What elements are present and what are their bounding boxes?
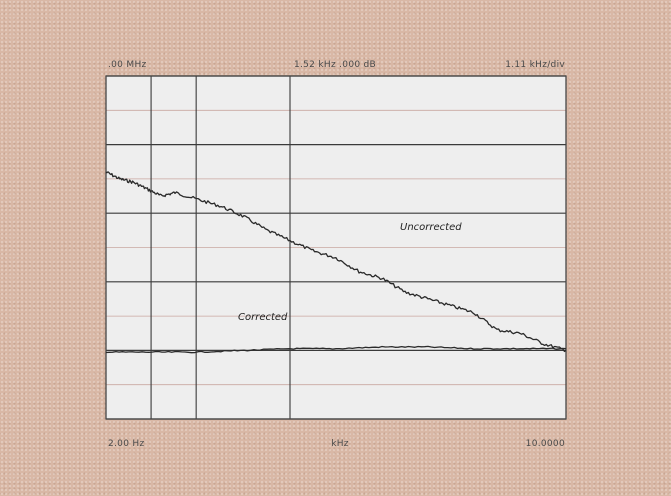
plot-border (105, 75, 567, 420)
series-line-uncorrected (105, 171, 567, 353)
annotation-uncorrected: Uncorrected (400, 222, 462, 233)
header-left-readout: .00 MHz (108, 60, 147, 70)
grid (105, 75, 567, 420)
footer-left-readout: 2.00 Hz (108, 439, 145, 449)
series-layer (105, 171, 567, 354)
header-center-readout: 1.52 kHz .000 dB (294, 60, 376, 70)
footer-center-readout: kHz (331, 439, 349, 449)
footer-right-readout: 10.0000 (526, 439, 565, 449)
header-right-readout: 1.11 kHz/div (505, 60, 565, 70)
annotation-corrected: Corrected (238, 312, 288, 323)
series-line-corrected (105, 345, 567, 354)
